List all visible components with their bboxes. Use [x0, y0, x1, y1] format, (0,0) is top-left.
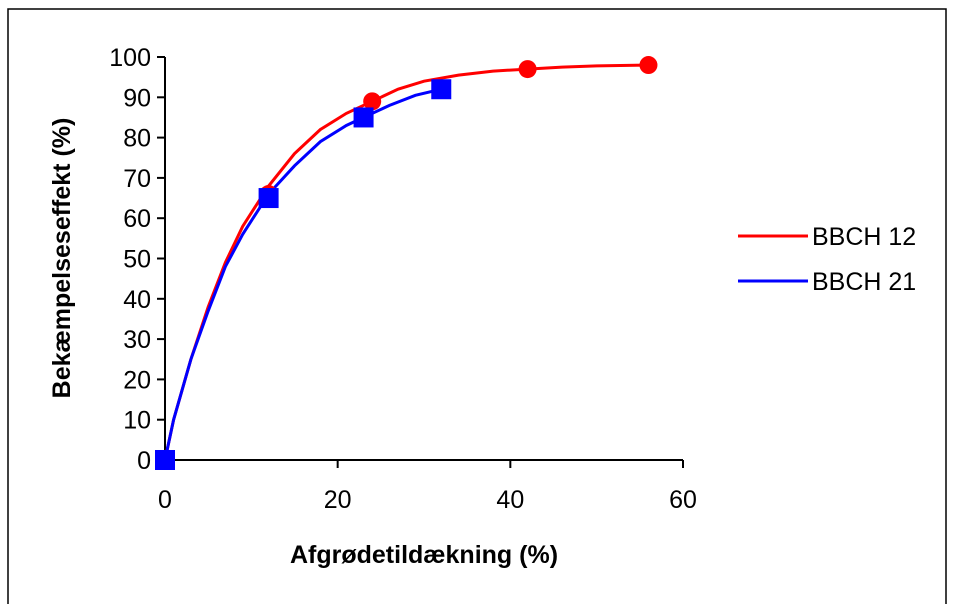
x-tick-label: 40	[496, 486, 524, 514]
y-tick-label: 40	[123, 286, 151, 314]
series-line	[163, 87, 442, 461]
data-point-circle	[363, 92, 382, 111]
y-tick-label: 20	[123, 366, 151, 394]
data-point-square	[353, 107, 374, 128]
y-tick-label: 30	[123, 326, 151, 354]
data-point-square	[431, 79, 452, 100]
y-tick-label: 80	[123, 125, 151, 153]
y-tick-label: 100	[109, 44, 151, 72]
data-point-circle	[639, 56, 658, 75]
x-tick-label: 60	[669, 486, 697, 514]
series-layer	[155, 56, 658, 470]
legend-label: BBCH 12	[812, 223, 916, 251]
y-tick-label: 60	[123, 205, 151, 233]
axes: 0 10 20 30 40 50 60 70 80 90 100 0 20 40 60	[109, 44, 697, 514]
y-tick-label: 50	[123, 246, 151, 274]
legend-label: BBCH 21	[812, 268, 916, 296]
y-tick-label: 0	[137, 447, 151, 475]
x-axis-label: Afgrødetildækning (%)	[290, 541, 558, 569]
y-tick-label: 70	[123, 165, 151, 193]
data-point-circle	[518, 60, 537, 79]
y-tick-label: 90	[123, 84, 151, 112]
x-tick-label: 20	[324, 486, 352, 514]
data-point-square	[258, 188, 279, 209]
y-tick-label: 10	[123, 407, 151, 435]
legend: BBCH 12 BBCH 21	[738, 223, 916, 296]
x-tick-label: 0	[158, 486, 172, 514]
y-axis-label: Bekæmpelseseffekt (%)	[48, 118, 76, 399]
data-point-square	[155, 450, 175, 470]
